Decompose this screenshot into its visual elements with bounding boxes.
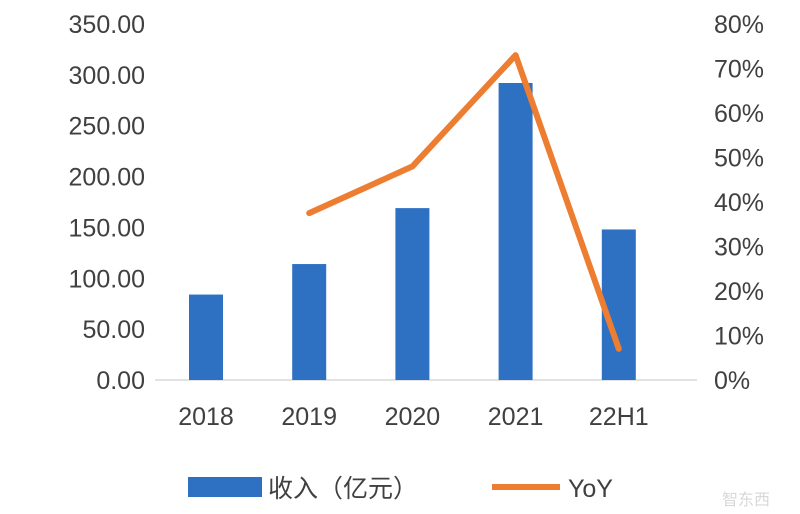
left-tick-label: 200.00 [69,164,145,192]
bar-2019 [292,264,327,380]
left-tick-label: 150.00 [69,214,145,242]
bar-2020 [395,208,430,380]
bar-22H1 [601,229,636,380]
right-tick-label: 50% [714,145,764,173]
x-tick-label: 2020 [385,403,441,431]
left-tick-label: 300.00 [69,62,145,90]
right-tick-label: 0% [714,367,750,395]
left-tick-label: 100.00 [69,265,145,293]
right-tick-label: 80% [714,11,764,39]
x-tick-label: 2019 [281,403,337,431]
bar-series [189,82,636,380]
left-tick-label: 0.00 [96,367,145,395]
x-tick-label: 2018 [178,403,234,431]
legend: 收入（亿元） YoY [188,475,613,503]
x-tick-label: 22H1 [589,403,649,431]
right-tick-label: 30% [714,234,764,262]
right-tick-label: 20% [714,278,764,306]
bar-2021 [498,82,533,380]
left-tick-label: 350.00 [69,11,145,39]
right-tick-label: 40% [714,189,764,217]
right-tick-label: 60% [714,100,764,128]
right-tick-label: 70% [714,56,764,84]
line-series [306,52,622,352]
right-tick-label: 10% [714,323,764,351]
x-axis: 2018 2019 2020 2021 22H1 [178,403,648,431]
legend-bar-label: 收入（亿元） [268,475,418,503]
x-tick-label: 2021 [488,403,544,431]
bar-2018 [189,294,223,380]
right-axis: 0% 10% 20% 30% 40% 50% 60% 70% 80% [714,11,764,395]
left-axis: 0.00 50.00 100.00 150.00 200.00 250.00 300.00 3… [69,11,145,395]
yoy-line [306,52,622,352]
legend-bar-swatch [188,477,262,497]
legend-line-label: YoY [568,475,613,503]
left-tick-label: 50.00 [82,316,145,344]
left-tick-label: 250.00 [69,113,145,141]
watermark: 智东西 [722,491,770,509]
